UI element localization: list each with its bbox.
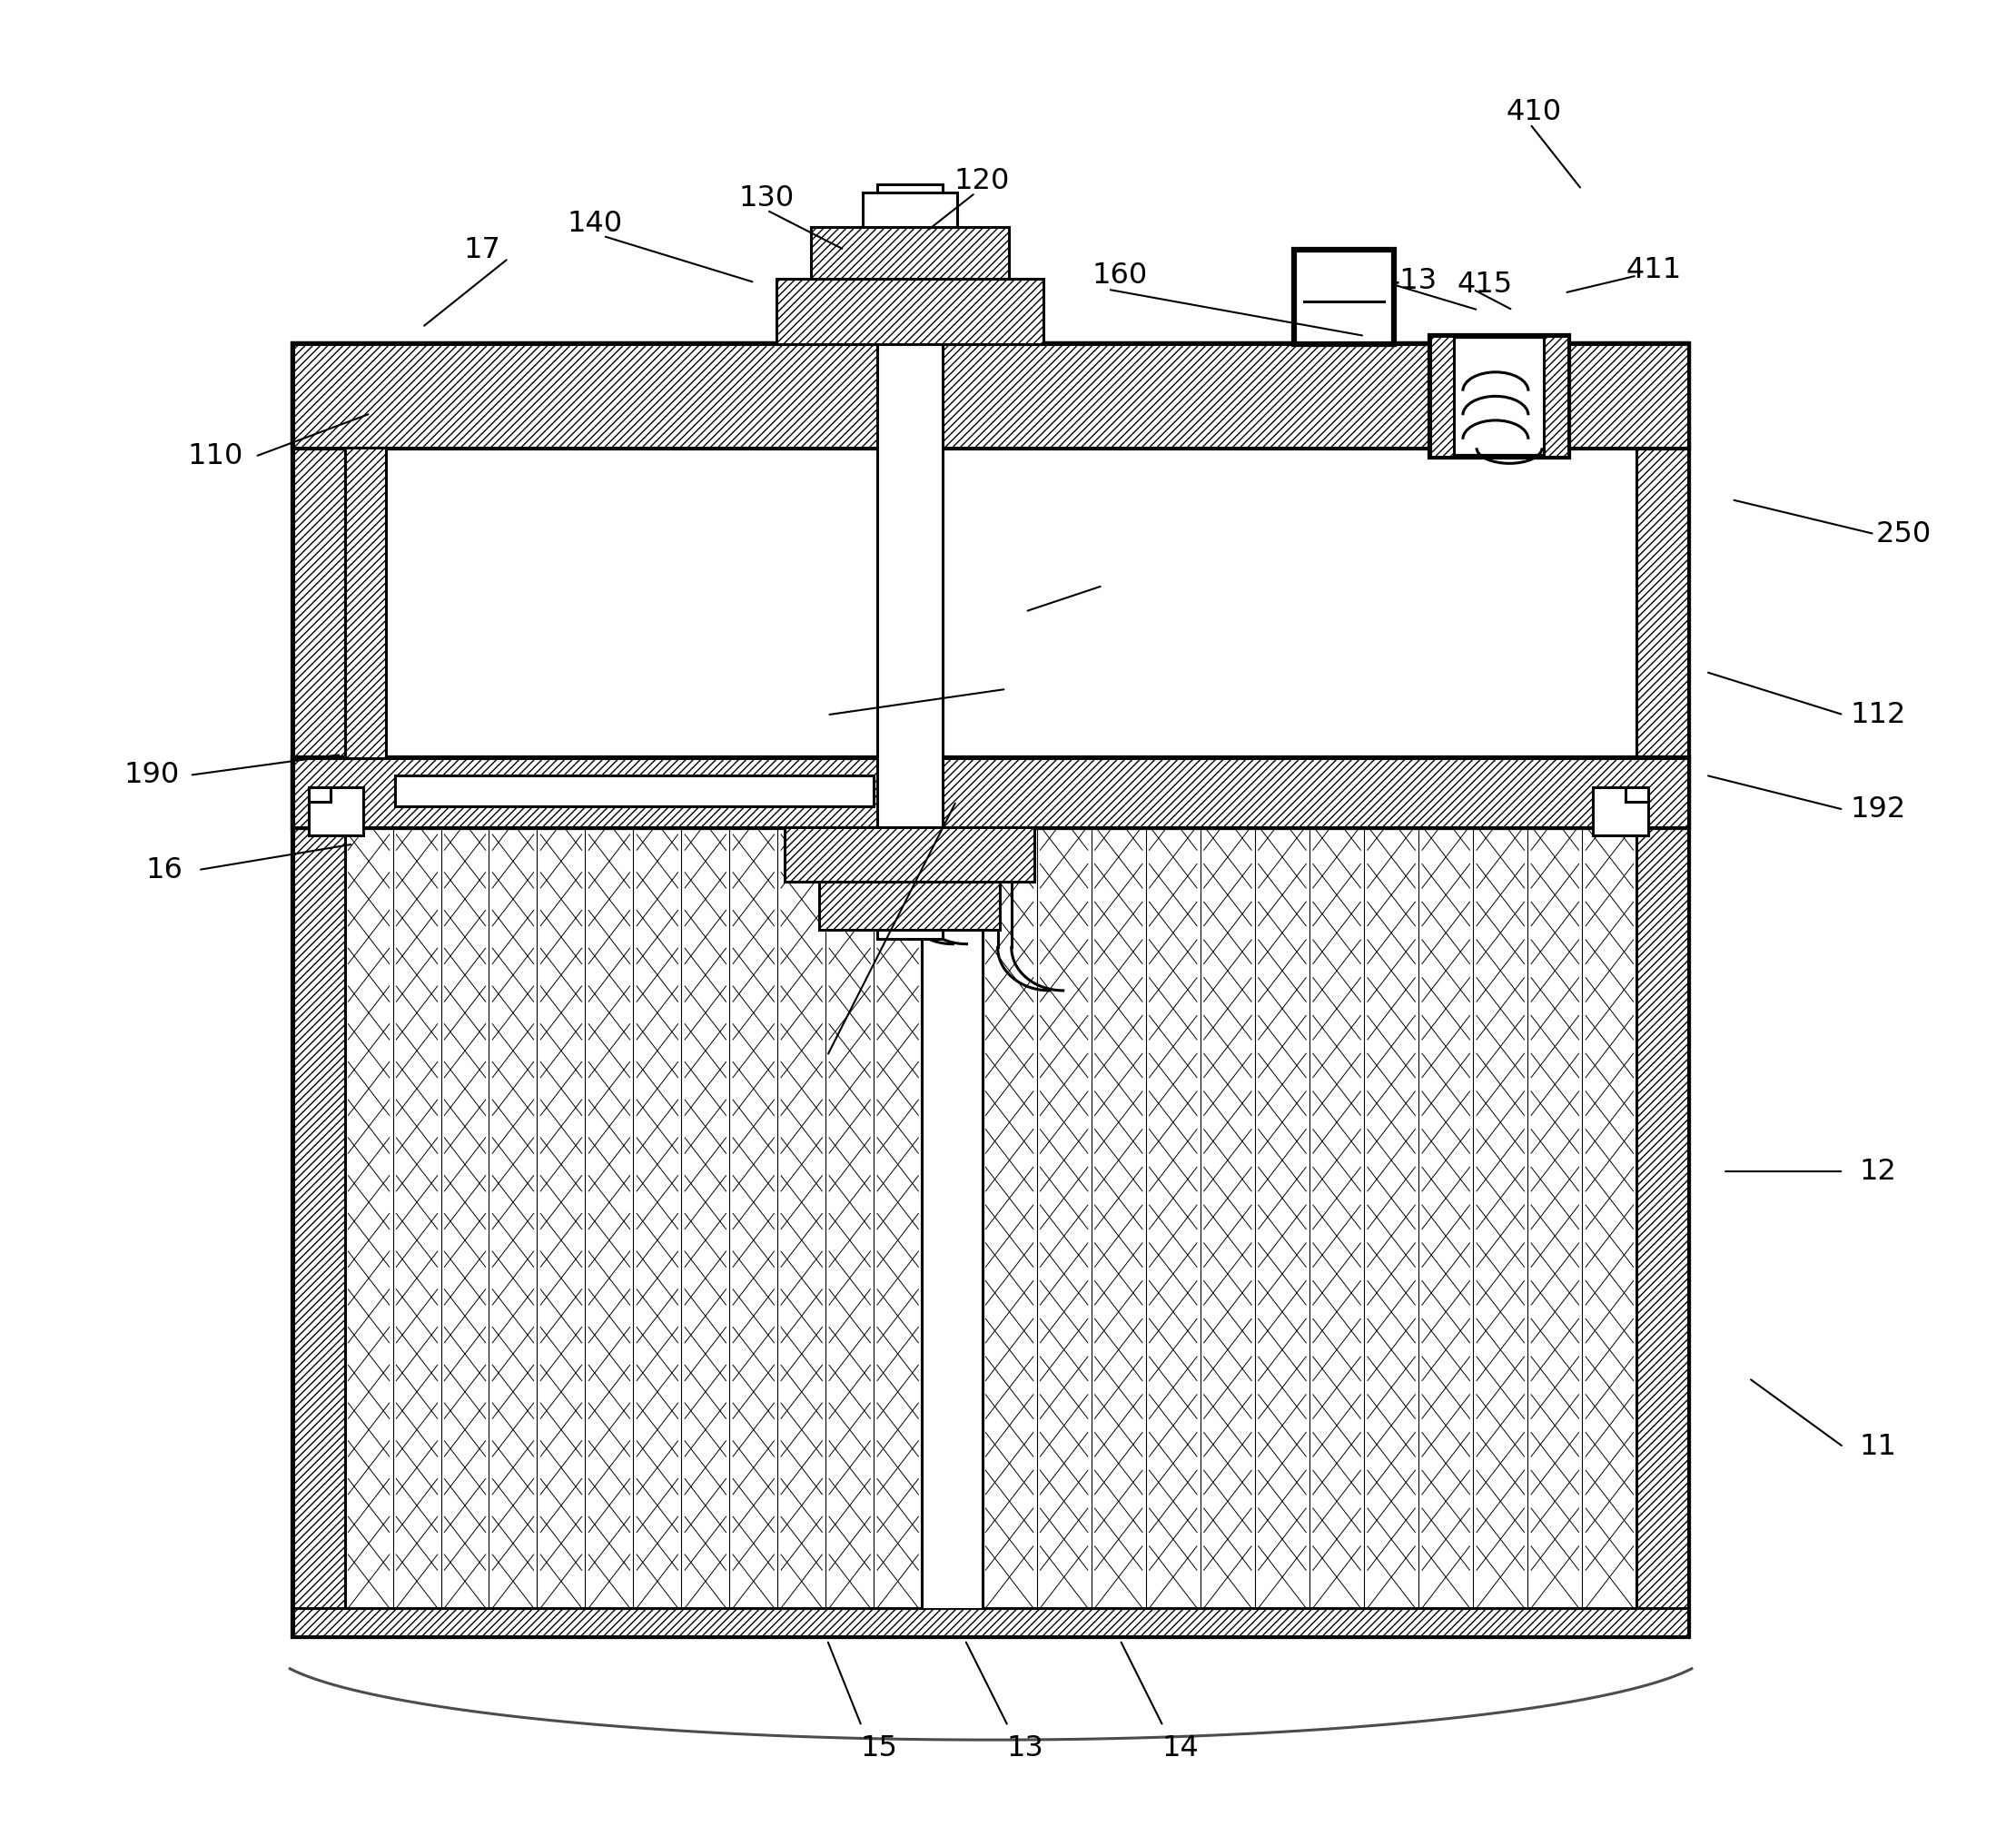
- Bar: [818, 882, 1000, 929]
- Bar: [522, 789, 564, 827]
- Bar: [1091, 789, 1133, 827]
- Bar: [1593, 787, 1647, 836]
- Text: 16: 16: [145, 856, 181, 884]
- Bar: [351, 789, 391, 827]
- Bar: [1177, 789, 1218, 827]
- Text: 15: 15: [861, 1735, 897, 1762]
- Bar: [1429, 336, 1568, 456]
- Bar: [435, 789, 478, 827]
- Bar: [395, 776, 873, 807]
- Bar: [1294, 250, 1393, 345]
- Text: 413: 413: [1381, 267, 1437, 294]
- Bar: [694, 789, 736, 827]
- Bar: [780, 789, 823, 827]
- Text: 17: 17: [464, 236, 502, 265]
- Bar: [776, 279, 1044, 345]
- Bar: [292, 345, 1689, 1636]
- Bar: [921, 827, 982, 1609]
- Text: 411: 411: [1627, 256, 1681, 285]
- Text: 410: 410: [1506, 99, 1560, 126]
- Bar: [1637, 345, 1689, 1636]
- Bar: [292, 345, 1689, 447]
- Text: 250: 250: [1877, 520, 1931, 548]
- Bar: [1262, 789, 1304, 827]
- Text: 415: 415: [1458, 270, 1512, 298]
- Bar: [308, 787, 363, 836]
- Bar: [345, 827, 921, 1609]
- Bar: [345, 447, 385, 758]
- Text: 18: 18: [808, 1063, 845, 1090]
- Text: 192: 192: [1851, 796, 1905, 824]
- Text: 191: 191: [998, 683, 1052, 712]
- Bar: [292, 345, 345, 1636]
- Bar: [292, 758, 1689, 827]
- Text: 130: 130: [740, 184, 794, 212]
- Bar: [1004, 789, 1046, 827]
- Text: 112: 112: [1851, 701, 1905, 729]
- Bar: [784, 827, 1034, 882]
- Bar: [292, 345, 1689, 447]
- Text: 120: 120: [954, 166, 1010, 195]
- Bar: [1349, 789, 1391, 827]
- Bar: [982, 827, 1637, 1609]
- Text: 140: 140: [566, 210, 623, 237]
- Bar: [877, 184, 943, 939]
- Bar: [810, 228, 1008, 279]
- Text: 12: 12: [1859, 1158, 1897, 1185]
- Text: 13: 13: [1006, 1735, 1044, 1762]
- Text: 110: 110: [187, 442, 244, 471]
- Text: 190: 190: [123, 761, 179, 789]
- Bar: [292, 758, 1689, 827]
- Bar: [1435, 789, 1476, 827]
- Bar: [1544, 336, 1568, 456]
- Bar: [345, 447, 1637, 758]
- Text: 14: 14: [1161, 1735, 1200, 1762]
- Bar: [1429, 336, 1454, 456]
- Text: 150: 150: [1101, 581, 1157, 608]
- Text: 11: 11: [1859, 1433, 1897, 1461]
- Text: 160: 160: [1093, 261, 1147, 290]
- Bar: [863, 194, 958, 228]
- Bar: [609, 789, 649, 827]
- Bar: [1522, 789, 1562, 827]
- Bar: [292, 1609, 1689, 1636]
